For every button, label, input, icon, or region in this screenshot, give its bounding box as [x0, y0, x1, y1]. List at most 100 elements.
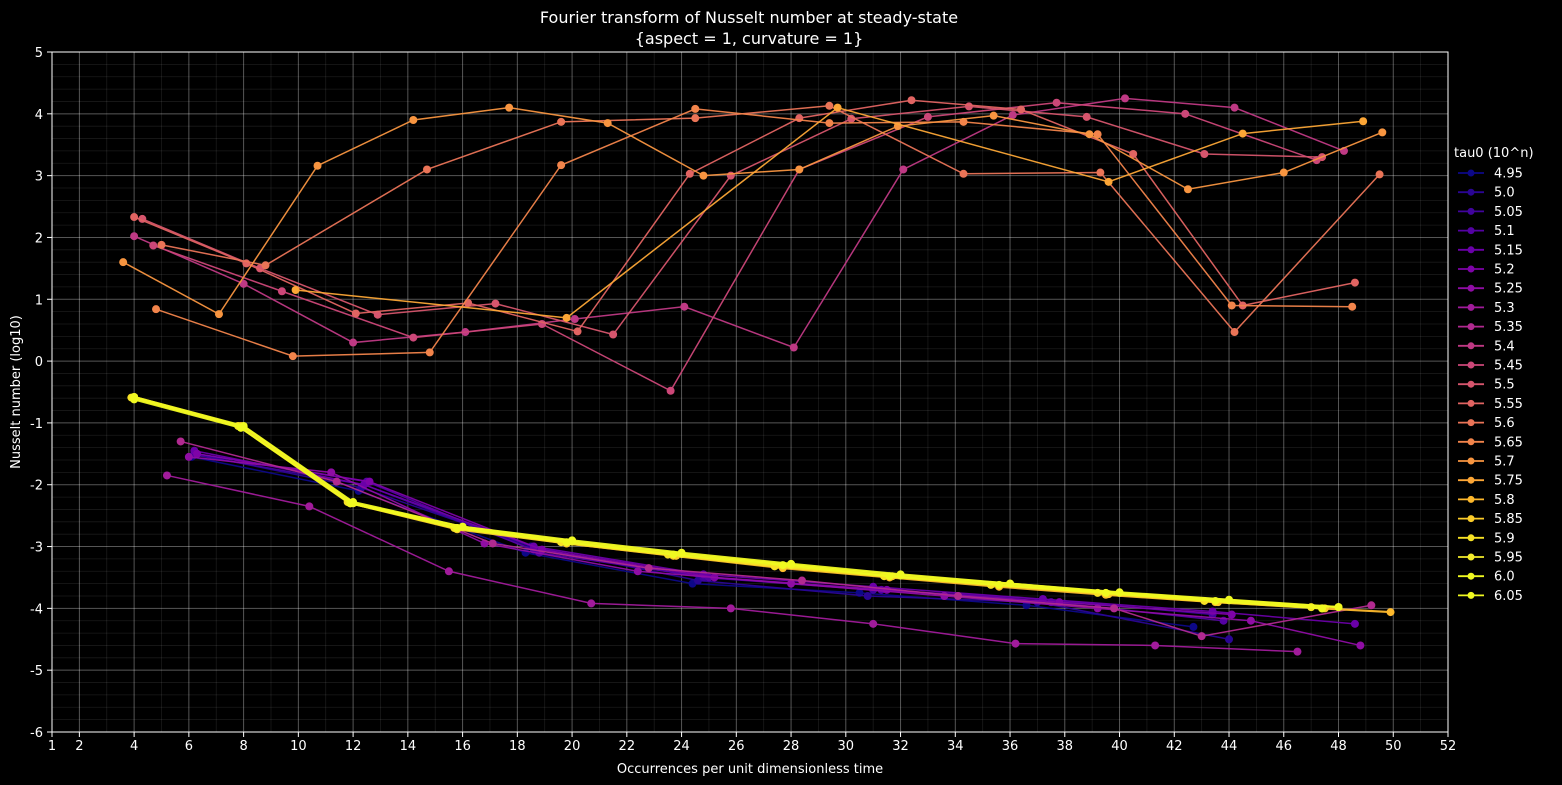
x-tick-label: 10 [290, 739, 307, 754]
data-point [570, 315, 579, 324]
data-point [825, 101, 834, 110]
data-point [1189, 622, 1198, 631]
x-tick-label: 30 [838, 739, 855, 754]
data-point [644, 564, 653, 573]
data-point [633, 567, 642, 576]
data-point [1227, 610, 1236, 619]
data-point [1110, 604, 1119, 613]
series-5.5 [138, 102, 1327, 339]
legend-label: 5.8 [1494, 493, 1515, 508]
legend-label: 5.4 [1494, 339, 1515, 354]
legend-swatch-marker [1467, 438, 1475, 446]
data-point [699, 171, 708, 180]
data-point [1238, 129, 1247, 138]
legend-item: 5.35 [1458, 320, 1523, 335]
x-tick-label: 1 [48, 739, 56, 754]
x-tick-label: 12 [345, 739, 362, 754]
x-tick-label: 42 [1166, 739, 1183, 754]
y-tick-label: -1 [30, 417, 43, 432]
data-point [847, 114, 856, 123]
x-tick-label: 28 [783, 739, 800, 754]
data-point [863, 592, 872, 600]
legend-swatch-marker [1467, 591, 1475, 599]
series-5.25 [184, 452, 1365, 650]
data-point [691, 104, 700, 113]
data-point [1359, 117, 1368, 126]
data-point [691, 114, 700, 123]
x-tick-label: 16 [454, 739, 471, 754]
data-point [1197, 632, 1206, 641]
data-point [954, 592, 963, 600]
data-point [1085, 130, 1094, 139]
data-point [685, 169, 694, 178]
data-point [162, 471, 171, 480]
data-point [1096, 168, 1105, 177]
data-point [1279, 168, 1288, 177]
legend-swatch-marker [1467, 323, 1475, 331]
legend-item: 5.3 [1458, 301, 1515, 316]
x-tick-label: 52 [1440, 739, 1457, 754]
data-point [453, 524, 462, 532]
legend-item: 5.0 [1458, 186, 1515, 201]
legend-swatch-marker [1467, 246, 1475, 254]
data-point [1101, 588, 1110, 597]
data-point [149, 241, 158, 250]
data-point [833, 103, 842, 112]
data-point [1350, 278, 1359, 287]
legend-label: 5.55 [1494, 397, 1523, 412]
x-tick-label: 32 [892, 739, 909, 754]
data-point [669, 550, 678, 559]
legend-label: 5.25 [1494, 282, 1523, 297]
x-tick-label: 40 [1111, 739, 1128, 754]
x-tick-label: 36 [1002, 739, 1019, 754]
x-tick-label: 34 [947, 739, 964, 754]
legend-item: 5.45 [1458, 359, 1523, 374]
legend-label: 5.15 [1494, 243, 1523, 258]
data-point [327, 468, 336, 477]
legend-swatch-marker [1467, 399, 1475, 407]
data-point [332, 477, 341, 486]
x-tick-label: 4 [130, 739, 138, 754]
series-5.35 [176, 437, 1376, 641]
series-line [161, 105, 1381, 334]
data-point [1008, 111, 1017, 120]
x-tick-label: 6 [185, 739, 193, 754]
x-tick-label: 24 [673, 739, 690, 754]
legend-item: 6.05 [1458, 589, 1523, 604]
data-point [1181, 109, 1190, 118]
data-point [277, 287, 286, 296]
data-point [1011, 639, 1020, 648]
data-point [193, 449, 202, 458]
legend-label: 5.3 [1494, 301, 1515, 316]
y-tick-label: 3 [35, 170, 43, 185]
data-point [505, 103, 514, 112]
legend-swatch-marker [1467, 265, 1475, 273]
data-point [157, 240, 166, 249]
x-axis: 1 2 4 6 8 10 12 14 16 18 20 22 24 26 28 30 32 34 36 38 40 42 4… [48, 732, 1456, 754]
x-tick-label: 44 [1221, 739, 1238, 754]
data-point [1200, 150, 1209, 158]
data-point [373, 310, 382, 319]
series-line [133, 395, 1339, 609]
legend-swatch-marker [1467, 534, 1475, 542]
legend-label: 5.2 [1494, 263, 1515, 278]
data-point [1121, 94, 1130, 103]
series-5.45 [149, 98, 1321, 395]
legend-swatch-marker [1467, 380, 1475, 388]
data-point [603, 119, 612, 128]
series-line [133, 398, 1323, 610]
legend-swatch-marker [1467, 553, 1475, 561]
data-point [130, 232, 139, 241]
y-tick-label: -4 [30, 602, 43, 617]
data-point [789, 343, 798, 352]
data-point [305, 502, 314, 511]
data-point [409, 116, 418, 124]
data-point [899, 165, 908, 174]
legend-label: 5.35 [1494, 320, 1523, 335]
x-tick-label: 8 [239, 739, 247, 754]
data-point [885, 572, 894, 581]
legend-swatch-marker [1467, 169, 1475, 177]
data-point [365, 477, 374, 486]
data-point [1375, 170, 1384, 179]
legend-title: tau0 (10^n) [1454, 146, 1534, 161]
